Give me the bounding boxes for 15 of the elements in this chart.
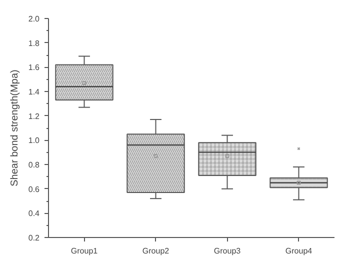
x-tick-label: Group1 [70, 246, 98, 256]
x-tick-label: Group2 [142, 246, 170, 256]
y-tick-label: 0.6 [28, 184, 40, 194]
y-tick-label: 0.2 [28, 234, 40, 242]
y-tick-label: 1.6 [28, 63, 40, 72]
x-tick-label: Group4 [285, 246, 313, 256]
y-tick-label: 1.4 [28, 88, 40, 96]
y-axis-title: Shear bond strength(Mpa) [9, 70, 20, 186]
y-tick-label: 1.2 [28, 112, 40, 121]
y-tick-label: 0.8 [28, 160, 40, 170]
y-tick-label: 1.0 [28, 136, 40, 146]
y-tick-label: 2.0 [28, 14, 40, 24]
y-tick-label: 0.4 [28, 209, 40, 218]
y-tick-label: 1.8 [28, 38, 40, 48]
x-tick-label: Group3 [214, 246, 242, 256]
